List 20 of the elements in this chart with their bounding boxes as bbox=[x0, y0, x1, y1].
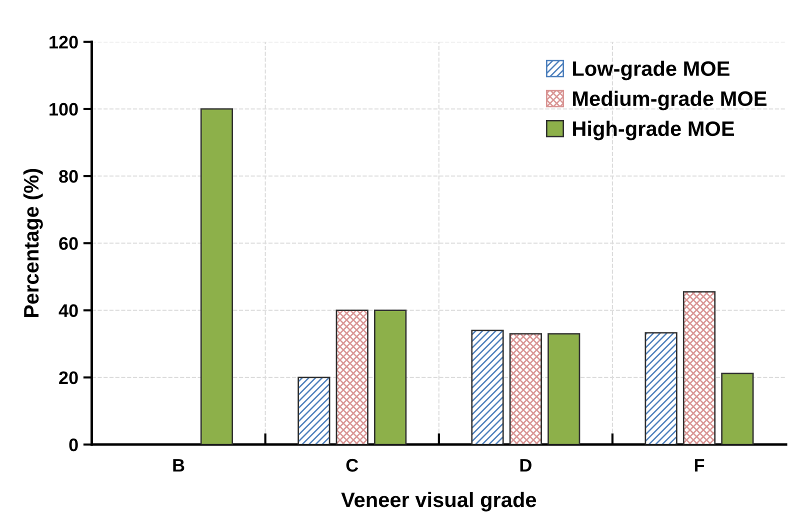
legend-label: High-grade MOE bbox=[573, 120, 734, 140]
x-axis-title: Veneer visual grade bbox=[341, 492, 536, 512]
legend-label: Low-grade MOE bbox=[573, 60, 730, 80]
y-tick-label: 60 bbox=[59, 237, 78, 250]
bar bbox=[548, 333, 580, 445]
bar bbox=[721, 372, 754, 445]
y-tick-label: 120 bbox=[50, 36, 78, 49]
y-axis-title: Percentage (%) bbox=[23, 168, 43, 318]
y-tick-label: 20 bbox=[59, 371, 78, 384]
y-tick-label: 40 bbox=[58, 304, 78, 318]
x-tick-label: C bbox=[346, 458, 358, 472]
legend-label: Medium-grade MOE bbox=[573, 90, 766, 110]
y-tick-label: 100 bbox=[50, 102, 78, 116]
y-tick-label: 0 bbox=[69, 438, 78, 452]
x-tick-label: B bbox=[173, 459, 184, 472]
bar bbox=[374, 310, 407, 445]
bar bbox=[200, 108, 234, 445]
x-tick-label: F bbox=[694, 459, 704, 472]
x-tick-label: D bbox=[520, 459, 532, 472]
y-tick-label: 80 bbox=[59, 170, 78, 183]
